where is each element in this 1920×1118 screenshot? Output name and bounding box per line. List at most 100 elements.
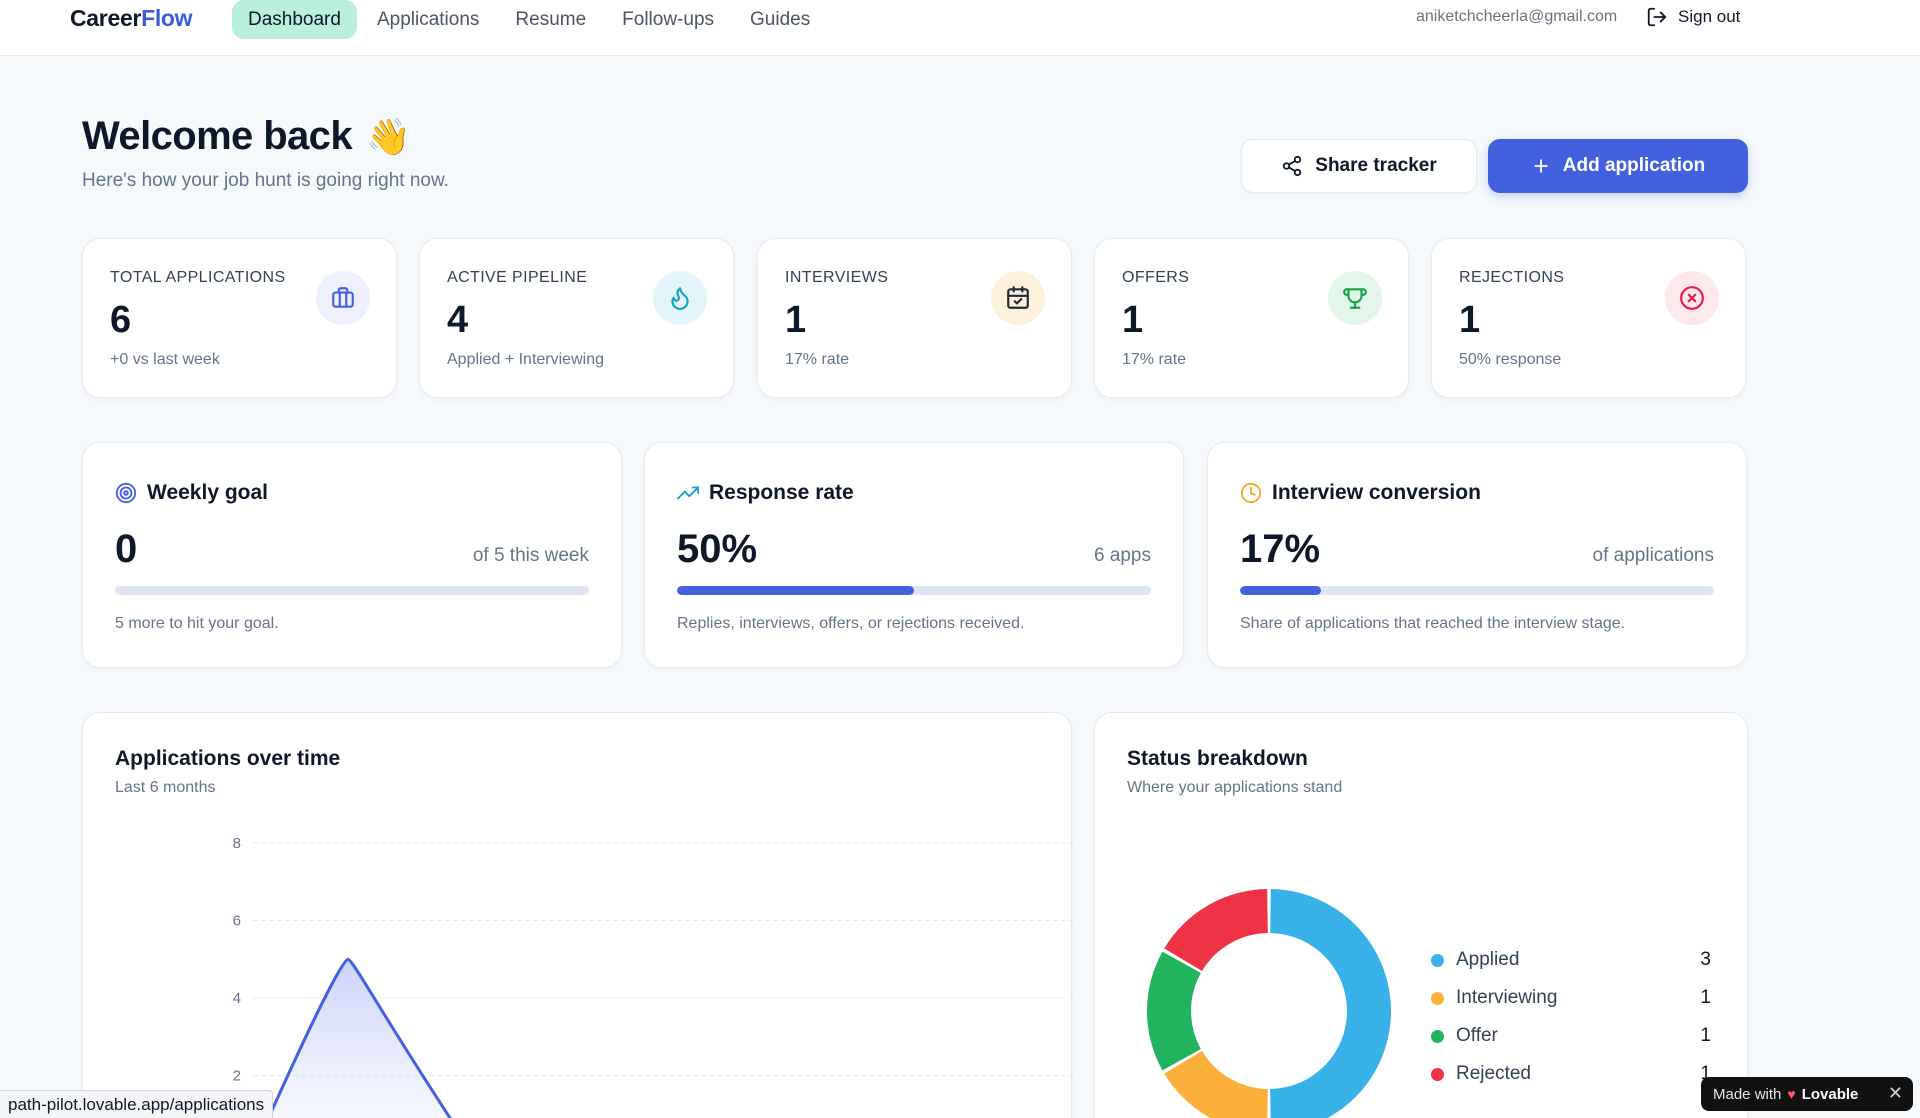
stat-value: 6 [110,299,132,341]
trophy-icon [1328,271,1382,325]
y-tick-label: 6 [233,913,241,930]
nav-item-applications[interactable]: Applications [376,8,480,30]
stat-value: 1 [1459,299,1481,341]
nav-item-follow-ups[interactable]: Follow-ups [622,8,715,30]
legend-value: 1 [1700,987,1711,1008]
briefcase-icon [316,271,370,325]
metric-note: 5 more to hit your goal. [115,615,279,632]
welcome-heading: Welcome back [82,114,353,158]
legend-value: 1 [1700,1025,1711,1046]
top-nav-bar: CareerFlow Dashboard Applications Resume… [0,0,1920,56]
stat-value: 1 [785,299,807,341]
lovable-prefix: Made with [1713,1085,1782,1103]
progress-fill [677,586,914,595]
page-subtitle: Here's how your job hunt is going right … [82,170,449,191]
lovable-brand: Lovable [1801,1085,1859,1103]
stat-label: ACTIVE PIPELINE [447,269,588,286]
metric-value: 50% [677,527,758,571]
share-tracker-label: Share tracker [1315,155,1437,176]
donut-chart [1147,889,1391,1118]
stat-sub: 17% rate [785,351,850,368]
donut-slice-interviewing[interactable] [1164,1051,1268,1118]
legend-label: Rejected [1456,1063,1531,1084]
nav-item-resume[interactable]: Resume [515,8,587,30]
plus-icon [1534,159,1548,173]
stat-sub: +0 vs last week [110,351,220,368]
y-tick-label: 8 [233,835,241,852]
clock-icon [1240,482,1262,504]
metric-heading: Interview conversion [1240,481,1481,505]
nav-item-dashboard[interactable]: Dashboard [232,0,357,39]
legend-dot [1431,953,1444,967]
stat-label: TOTAL APPLICATIONS [110,269,286,286]
donut-slice-rejected[interactable] [1164,889,1268,971]
donut-slice-offer[interactable] [1147,951,1201,1071]
waving-hand-emoji: 👋 [365,115,411,157]
heart-icon: ♥ [1787,1086,1796,1102]
sign-out-button[interactable]: Sign out [1646,6,1740,28]
add-application-label: Add application [1562,155,1706,176]
stat-sub: 17% rate [1122,351,1187,368]
legend-item: Rejected 1 [1431,1055,1711,1093]
chart-title: Status breakdown [1127,747,1308,770]
main-nav: Dashboard Applications Resume Follow-ups… [232,0,826,39]
metric-note: Share of applications that reached the i… [1240,615,1626,632]
x-circle-icon [1665,271,1719,325]
legend-label: Offer [1456,1025,1498,1046]
stat-card-rejections: REJECTIONS 1 50% response [1431,238,1746,398]
stat-card-active-pipeline: ACTIVE PIPELINE 4 Applied + Interviewing [419,238,734,398]
stat-sub: 50% response [1459,351,1562,368]
app-logo[interactable]: CareerFlow [70,5,193,31]
progress-bar [115,586,589,595]
metric-context: of 5 this week [472,545,589,566]
page-title: Welcome back 👋 [82,114,411,159]
metric-card-response-rate: Response rate 50% 6 apps Replies, interv… [644,442,1184,668]
stat-label: OFFERS [1122,269,1190,286]
metric-card-interview-conversion: Interview conversion 17% of applications… [1207,442,1747,668]
chart-subtitle: Where your applications stand [1127,779,1343,796]
area-chart: 8 6 4 2 [233,835,1073,1118]
stat-label: INTERVIEWS [785,269,889,286]
legend-label: Applied [1456,949,1520,970]
legend-label: Interviewing [1456,987,1558,1008]
progress-fill [1240,586,1321,595]
user-email: aniketchcheerla@gmail.com [1416,8,1618,25]
legend-dot [1431,1067,1444,1081]
add-application-button[interactable]: Add application [1488,139,1748,193]
metric-heading: Weekly goal [115,481,268,505]
y-tick-label: 4 [233,990,241,1007]
legend-dot [1431,991,1444,1005]
legend-dot [1431,1029,1444,1043]
metric-note: Replies, interviews, offers, or rejectio… [677,615,1025,632]
stat-card-total-applications: TOTAL APPLICATIONS 6 +0 vs last week [82,238,397,398]
stat-card-offers: OFFERS 1 17% rate [1094,238,1409,398]
calendar-check-icon [991,271,1045,325]
made-with-lovable-badge[interactable]: Made with ♥ Lovable ✕ [1701,1077,1913,1111]
close-icon[interactable]: ✕ [1887,1083,1903,1103]
progress-bar [677,586,1151,595]
progress-bar [1240,586,1714,595]
sign-out-label: Sign out [1678,7,1741,26]
trending-up-icon [677,486,699,500]
donut-slice-applied[interactable] [1270,889,1391,1118]
share-tracker-button[interactable]: Share tracker [1241,139,1477,193]
y-tick-label: 2 [233,1068,241,1085]
status-breakdown-card: Status breakdown Where your applications… [1094,712,1748,1118]
nav-item-guides[interactable]: Guides [750,8,811,30]
legend-item: Applied 3 [1431,941,1711,979]
flame-icon [653,271,707,325]
stat-value: 1 [1122,299,1144,341]
metric-value: 17% [1240,527,1321,571]
metric-value: 0 [115,527,138,571]
status-legend: Applied 3 Interviewing 1 Offer 1 Rejected 1 [1431,941,1711,1093]
metric-context: of applications [1592,545,1714,566]
metric-title: Response rate [709,481,854,504]
legend-item: Interviewing 1 [1431,979,1711,1017]
legend-item: Offer 1 [1431,1017,1711,1055]
legend-value: 3 [1700,949,1711,970]
target-icon [115,482,137,504]
log-out-icon [1647,7,1667,27]
chart-title: Applications over time [115,747,341,770]
metric-heading: Response rate [677,481,854,505]
metric-context: 6 apps [1093,545,1151,566]
